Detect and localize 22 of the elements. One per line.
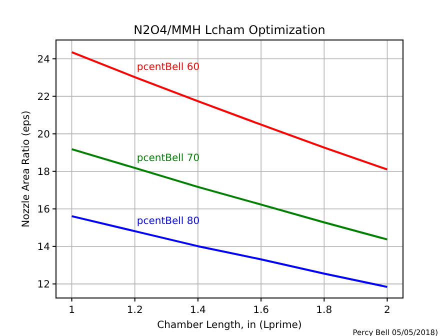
- y-tick-label: 16: [37, 204, 50, 216]
- line-series: [70, 148, 388, 240]
- series-label: pcentBell 60: [136, 62, 200, 74]
- y-tick-label: 14: [37, 242, 50, 253]
- x-tick-label: 1.8: [316, 305, 332, 316]
- line-series: [70, 215, 388, 288]
- y-axis-title: Nozzle Area Ratio (eps): [21, 110, 32, 228]
- x-tick-label: 2: [384, 305, 390, 316]
- y-tick-label: 18: [37, 166, 50, 178]
- y-tick-label: 20: [37, 129, 50, 140]
- y-tick-label: 24: [37, 54, 50, 66]
- x-tick-label: 1.4: [190, 305, 206, 316]
- y-tick-label: 22: [37, 92, 50, 103]
- x-tick-label: 1: [68, 305, 75, 316]
- x-axis-title: Chamber Length, in (Lprime): [157, 320, 302, 331]
- x-tick-label: 1.6: [253, 305, 269, 316]
- y-tick-label: 12: [37, 279, 50, 290]
- series-label: pcentBell 70: [136, 152, 200, 164]
- x-tick-label: 1.2: [126, 305, 143, 316]
- chart-title: N2O4/MMH Lcham Optimization: [134, 23, 326, 37]
- series-label: pcentBell 80: [136, 216, 200, 228]
- line-series: [70, 51, 388, 170]
